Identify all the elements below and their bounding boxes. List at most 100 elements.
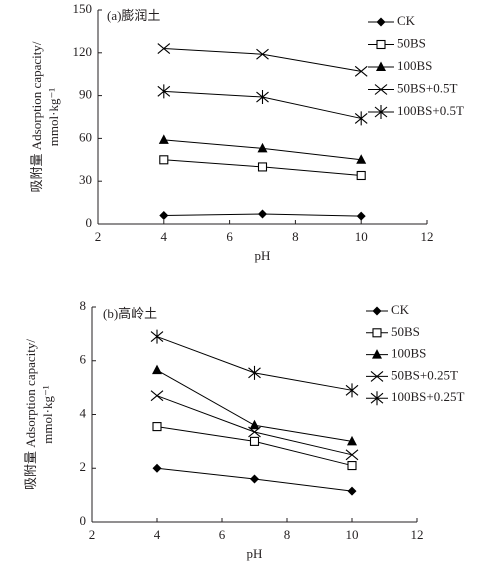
marker [376, 61, 386, 71]
y-tick-label: 6 [80, 352, 87, 367]
marker [150, 390, 164, 402]
x-tick-label: 8 [292, 229, 299, 244]
marker-shape [376, 61, 386, 71]
marker [248, 426, 261, 438]
x-tick-label: 4 [154, 527, 161, 542]
marker [374, 105, 388, 119]
marker-shape [372, 306, 382, 316]
marker [256, 90, 269, 105]
y-tick-label: 150 [73, 1, 93, 16]
legend-label: 100BS+0.5T [397, 103, 464, 118]
marker [347, 486, 357, 496]
marker [370, 370, 384, 382]
series-line [156, 336, 353, 391]
legend-label: CK [397, 13, 416, 28]
marker [376, 17, 386, 27]
legend-label: 50BS [391, 324, 420, 339]
marker-shape [256, 48, 269, 60]
x-tick-label: 8 [284, 527, 291, 542]
x-tick-label: 10 [355, 229, 368, 244]
marker-shape [157, 84, 171, 99]
y-axis-label: 吸附量 Adsorption capacity/ [23, 339, 38, 490]
marker [347, 435, 357, 446]
marker [345, 449, 359, 461]
marker-shape [376, 39, 386, 50]
marker-shape [257, 162, 268, 172]
marker-shape [250, 474, 259, 484]
marker [258, 209, 267, 219]
marker-shape [374, 105, 388, 119]
marker [347, 461, 357, 471]
marker-shape [356, 154, 367, 164]
marker [159, 155, 169, 165]
marker [250, 474, 259, 484]
marker [345, 383, 359, 398]
legend-label: 50BS+0.5T [397, 80, 457, 95]
y-axis-label: mmol·kg⁻¹ [46, 88, 61, 147]
marker-shape [159, 155, 169, 165]
marker [248, 365, 261, 380]
y-tick-label: 4 [80, 405, 87, 420]
marker-shape [159, 210, 169, 220]
legend-label: 100BS+0.25T [391, 389, 464, 404]
marker [354, 65, 368, 77]
marker-shape [248, 426, 261, 438]
marker-shape [248, 365, 261, 380]
marker-shape [152, 422, 162, 432]
marker [372, 328, 382, 338]
marker-shape [376, 17, 386, 27]
marker-shape [249, 436, 260, 446]
marker [356, 211, 366, 221]
marker [356, 170, 366, 181]
marker [157, 84, 171, 99]
marker [256, 48, 269, 60]
marker-shape [257, 142, 268, 153]
series-line [163, 48, 362, 72]
marker-shape [356, 170, 366, 181]
marker [374, 84, 388, 95]
marker [159, 210, 169, 220]
marker [372, 306, 382, 316]
marker-shape [374, 84, 388, 95]
y-axis-label: mmol·kg⁻¹ [40, 385, 55, 444]
marker-shape [372, 328, 382, 338]
y-tick-label: 30 [79, 172, 92, 187]
x-axis-label: pH [255, 248, 271, 263]
x-tick-label: 4 [161, 229, 168, 244]
legend-label: 50BS+0.25T [391, 367, 458, 382]
marker-shape [356, 211, 366, 221]
y-tick-label: 120 [73, 44, 93, 59]
marker [249, 436, 260, 446]
x-tick-label: 12 [421, 229, 434, 244]
marker [150, 329, 164, 344]
marker-shape [345, 449, 359, 461]
marker [152, 364, 162, 375]
x-tick-label: 2 [95, 229, 102, 244]
legend-label: 100BS [397, 58, 432, 73]
marker-shape [152, 364, 162, 375]
y-axis-label: 吸附量 Adsorption capacity/ [29, 41, 44, 192]
marker-shape [345, 383, 359, 398]
marker [158, 134, 169, 144]
chart-title: (a)膨润土 [107, 8, 160, 23]
marker-shape [150, 390, 164, 402]
y-tick-label: 90 [79, 87, 92, 102]
x-tick-label: 6 [226, 229, 233, 244]
marker [356, 154, 367, 164]
y-tick-label: 8 [80, 298, 87, 313]
x-tick-label: 12 [411, 527, 424, 542]
marker [376, 39, 386, 50]
marker-shape [347, 486, 357, 496]
legend-label: 100BS [391, 346, 426, 361]
marker-shape [354, 65, 368, 77]
x-axis-label: pH [247, 546, 263, 561]
marker [157, 43, 171, 54]
marker [152, 422, 162, 432]
marker-shape [150, 329, 164, 344]
y-tick-label: 0 [86, 215, 93, 230]
marker [354, 111, 368, 126]
marker-shape [152, 463, 162, 473]
legend-label: CK [391, 302, 410, 317]
marker-shape [157, 43, 171, 54]
marker [257, 162, 268, 172]
